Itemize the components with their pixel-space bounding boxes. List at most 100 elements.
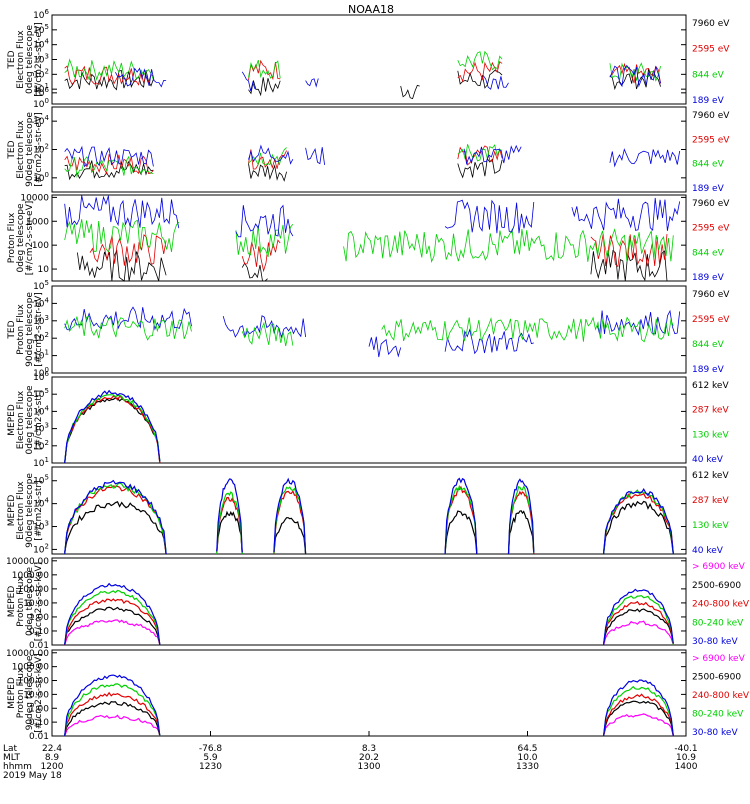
y-axis-label-line: [#/cm2-s-str]: [34, 390, 44, 450]
y-tick-label: 0.10: [29, 627, 49, 637]
y-tick-exp: 4: [45, 404, 50, 412]
legend-entry: 2500-6900: [692, 581, 741, 591]
legend-entry: 130 keV: [692, 430, 729, 440]
x-tick-mlt: 10.0: [517, 753, 537, 763]
trace--6900-keV: [64, 714, 161, 737]
trace-80-240-keV: [64, 589, 161, 645]
trace-2500-6900: [64, 701, 161, 736]
y-tick-exp: 2: [45, 67, 49, 75]
y-tick-exp: 1: [45, 456, 49, 464]
legend-entry: 287 keV: [692, 496, 729, 506]
x-tick-hhmm: 1400: [675, 762, 698, 772]
x-tick-lat: 8.3: [362, 744, 376, 754]
trace-844-eV: [457, 50, 503, 71]
trace-189-eV: [609, 64, 661, 88]
y-axis-label-line: TED: [7, 140, 17, 159]
y-tick-label: 106: [33, 8, 49, 21]
x-tick-lat: 64.5: [517, 744, 537, 754]
y-axis-label: TEDProton Flux90deg telescope[#/cm2-s-st…: [7, 292, 44, 367]
trace-2595-eV: [89, 233, 167, 266]
trace-189-eV: [482, 75, 509, 90]
panel-frame: [51, 14, 687, 105]
y-axis-label-line: TED: [7, 50, 17, 69]
y-tick-exp: 0: [45, 171, 49, 179]
trace--6900-keV: [64, 619, 161, 646]
legend-entry: 40 keV: [692, 546, 724, 556]
legend-entry: 240-800 keV: [692, 600, 750, 610]
trace--6900-keV: [603, 713, 674, 737]
trace-844-eV: [457, 144, 503, 162]
trace-844-eV: [64, 219, 180, 253]
y-axis-label: MEPEDProton Flux90deg telescope[#/cm2-s-…: [7, 653, 44, 732]
trace-40-keV: [507, 478, 535, 555]
y-axis-label-line: MEPED: [7, 495, 17, 527]
trace-189-eV: [64, 195, 180, 229]
y-axis-label-line: MEPED: [7, 586, 17, 618]
x-tick-lat: -76.8: [199, 744, 223, 754]
x-tick-lat: 22.4: [42, 744, 62, 754]
y-tick-label: 10.00: [23, 690, 49, 700]
y-tick-exp: 1: [45, 82, 49, 90]
trace-80-240-keV: [603, 595, 674, 646]
trace-2500-6900: [603, 700, 674, 737]
legend-entry: 2595 eV: [692, 45, 730, 55]
legend-entry: 844 eV: [692, 70, 725, 80]
trace-612-keV: [507, 510, 535, 555]
trace-7960-eV: [248, 163, 287, 182]
panel-frame: [51, 466, 687, 555]
trace-7960-eV: [248, 77, 281, 97]
y-tick-label: 1000.00: [12, 571, 49, 581]
y-axis-label-line: 90deg telescope: [25, 112, 35, 187]
y-tick-label: 10.00: [23, 599, 49, 609]
y-axis-label-line: 90deg telescope: [25, 655, 35, 730]
trace-612-keV: [444, 510, 478, 555]
y-tick-exp: 2: [45, 331, 49, 339]
y-tick-label: 0.10: [29, 718, 49, 728]
y-tick-exp: 5: [45, 279, 49, 287]
legend-entry: > 6900 keV: [692, 654, 746, 664]
legend-entry: 189 eV: [692, 273, 725, 283]
trace-844-eV: [235, 224, 294, 258]
trace-287-keV: [603, 492, 674, 554]
trace-189-eV: [235, 204, 294, 238]
y-tick-exp: 2: [45, 439, 49, 447]
legend-entry: 844 eV: [692, 160, 725, 170]
trace-7960-eV: [241, 262, 268, 282]
legend-entry: 240-800 keV: [692, 691, 750, 701]
y-tick-label: 100.00: [18, 585, 50, 595]
y-axis-label: TEDElectron Flux0deg telescope[#/cm2-s-s…: [7, 22, 44, 97]
y-axis-label-line: Electron Flux: [16, 30, 26, 89]
trace-7960-eV: [457, 157, 503, 179]
y-tick-exp: 2: [45, 542, 49, 550]
panel-frame: [51, 557, 687, 646]
trace-130-keV: [273, 486, 307, 555]
legend-entry: 189 eV: [692, 184, 725, 194]
trace-80-240-keV: [64, 683, 161, 737]
trace-30-80-keV: [603, 679, 674, 737]
y-tick-label: 1.00: [29, 704, 49, 714]
x-tick-hhmm: 1230: [199, 762, 222, 772]
y-tick-exp: 0: [45, 366, 49, 374]
legend-entry: 7960 eV: [692, 111, 730, 121]
trace-844-eV: [343, 228, 674, 263]
y-axis-label: TEDElectron Flux90deg telescope[#/cm2-s-…: [7, 112, 44, 187]
trace-189-eV: [444, 199, 535, 234]
trace-287-keV: [64, 395, 161, 464]
trace-40-keV: [444, 477, 478, 555]
trace-80-240-keV: [603, 685, 674, 737]
legend-entry: 844 eV: [692, 248, 725, 258]
x-tick-mlt: 20.2: [359, 753, 379, 763]
legend-entry: 287 keV: [692, 406, 729, 416]
x-tick-hhmm: 1330: [516, 762, 539, 772]
y-tick-exp: 4: [45, 497, 50, 505]
trace-30-80-keV: [64, 674, 161, 737]
legend-entry: 30-80 keV: [692, 728, 738, 738]
trace-2595-eV: [64, 65, 154, 86]
y-tick-exp: 4: [45, 114, 50, 122]
y-axis-label-line: 0deg telescope: [25, 385, 35, 455]
trace-240-800-keV: [603, 600, 674, 646]
legend-entry: 80-240 keV: [692, 710, 744, 720]
trace-844-eV: [381, 316, 674, 343]
